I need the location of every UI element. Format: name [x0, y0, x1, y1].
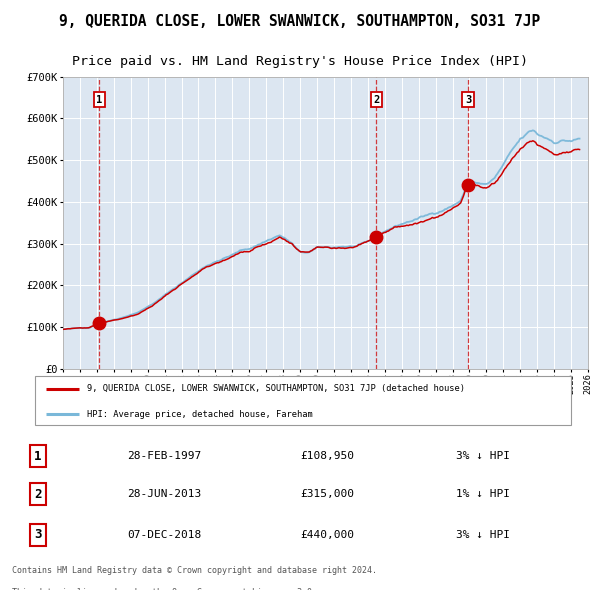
Text: This data is licensed under the Open Government Licence v3.0.: This data is licensed under the Open Gov… — [12, 588, 317, 590]
Text: 2: 2 — [34, 487, 41, 501]
Text: 3% ↓ HPI: 3% ↓ HPI — [455, 530, 509, 540]
Text: 3% ↓ HPI: 3% ↓ HPI — [455, 451, 509, 461]
Text: 28-JUN-2013: 28-JUN-2013 — [127, 489, 202, 499]
Text: 28-FEB-1997: 28-FEB-1997 — [127, 451, 202, 461]
Text: 9, QUERIDA CLOSE, LOWER SWANWICK, SOUTHAMPTON, SO31 7JP: 9, QUERIDA CLOSE, LOWER SWANWICK, SOUTHA… — [59, 14, 541, 29]
Text: HPI: Average price, detached house, Fareham: HPI: Average price, detached house, Fare… — [88, 409, 313, 419]
Text: 3: 3 — [34, 528, 41, 541]
Text: 2: 2 — [373, 94, 379, 104]
Text: 07-DEC-2018: 07-DEC-2018 — [127, 530, 202, 540]
Text: 1: 1 — [96, 94, 103, 104]
Text: Price paid vs. HM Land Registry's House Price Index (HPI): Price paid vs. HM Land Registry's House … — [72, 55, 528, 68]
FancyBboxPatch shape — [35, 376, 571, 425]
Text: 1: 1 — [34, 450, 41, 463]
Text: £440,000: £440,000 — [300, 530, 354, 540]
Text: 1% ↓ HPI: 1% ↓ HPI — [455, 489, 509, 499]
Text: 9, QUERIDA CLOSE, LOWER SWANWICK, SOUTHAMPTON, SO31 7JP (detached house): 9, QUERIDA CLOSE, LOWER SWANWICK, SOUTHA… — [88, 384, 466, 393]
Text: £315,000: £315,000 — [300, 489, 354, 499]
Text: Contains HM Land Registry data © Crown copyright and database right 2024.: Contains HM Land Registry data © Crown c… — [12, 566, 377, 575]
Text: £108,950: £108,950 — [300, 451, 354, 461]
Text: 3: 3 — [465, 94, 471, 104]
